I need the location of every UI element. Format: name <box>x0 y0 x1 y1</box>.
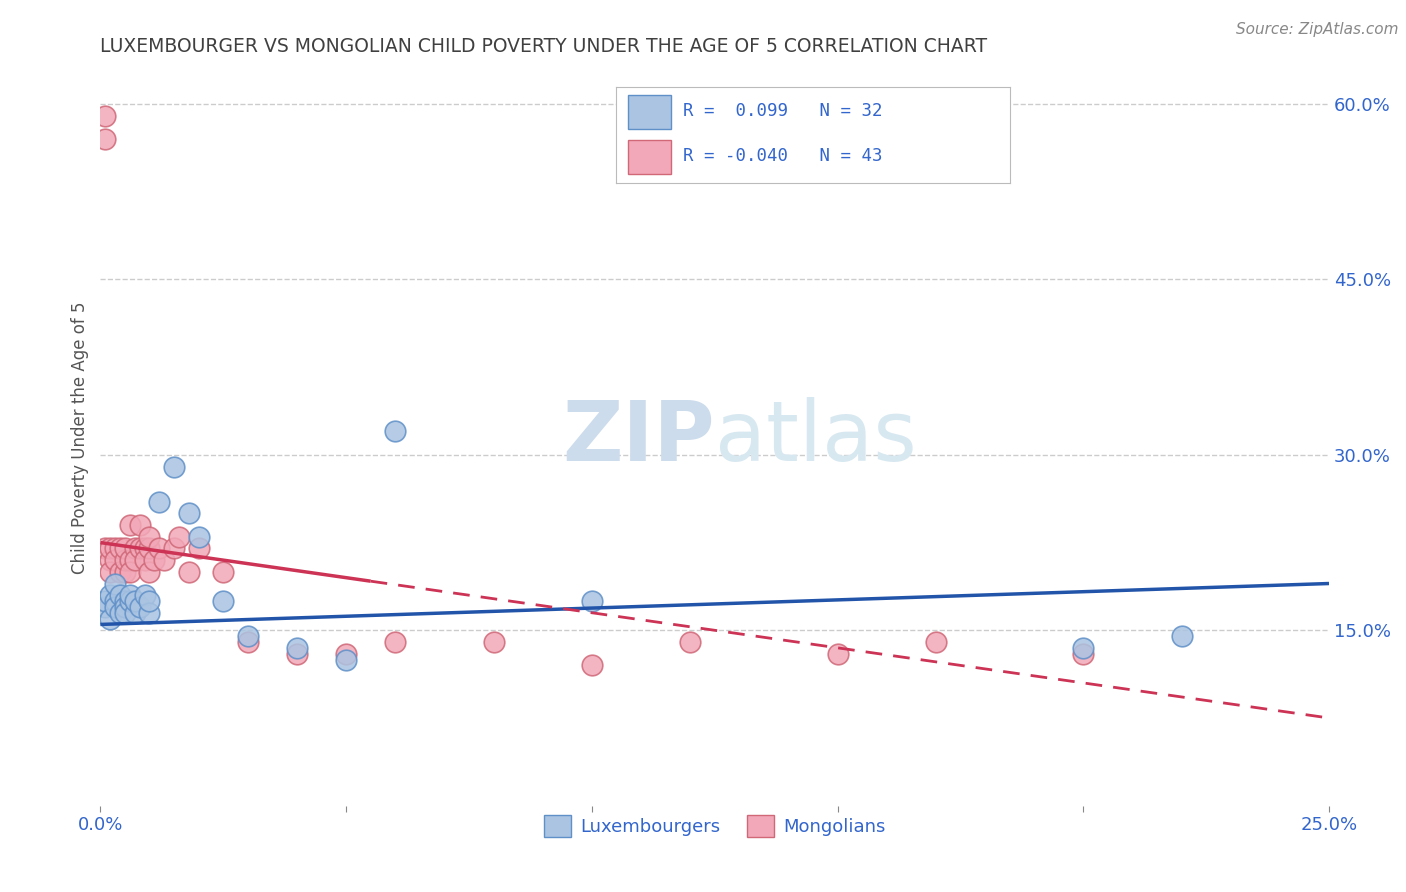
Point <box>104 599 127 614</box>
Point <box>1071 640 1094 655</box>
Point <box>118 588 141 602</box>
Text: ZIP: ZIP <box>562 397 714 478</box>
Text: LUXEMBOURGER VS MONGOLIAN CHILD POVERTY UNDER THE AGE OF 5 CORRELATION CHART: LUXEMBOURGER VS MONGOLIAN CHILD POVERTY … <box>100 37 987 56</box>
Point <box>98 588 121 602</box>
Point <box>128 541 150 556</box>
Point <box>104 576 127 591</box>
Point <box>1071 647 1094 661</box>
Point <box>124 541 146 556</box>
Point <box>335 647 357 661</box>
Point <box>384 635 406 649</box>
Point <box>679 635 702 649</box>
Point <box>212 565 235 579</box>
Point <box>128 599 150 614</box>
Point <box>827 647 849 661</box>
Text: atlas: atlas <box>714 397 917 478</box>
Point <box>104 553 127 567</box>
Point <box>138 594 160 608</box>
Point <box>138 606 160 620</box>
Point <box>187 541 209 556</box>
Point <box>134 588 156 602</box>
Point <box>98 611 121 625</box>
Point <box>177 507 200 521</box>
Point <box>134 541 156 556</box>
Point <box>114 594 136 608</box>
Point <box>138 565 160 579</box>
Point <box>94 541 117 556</box>
Point <box>187 530 209 544</box>
Point <box>581 594 603 608</box>
Point <box>94 599 117 614</box>
Point <box>108 606 131 620</box>
Point <box>128 518 150 533</box>
Point <box>114 541 136 556</box>
Point <box>118 518 141 533</box>
Y-axis label: Child Poverty Under the Age of 5: Child Poverty Under the Age of 5 <box>72 301 89 574</box>
Point <box>98 541 121 556</box>
Point <box>148 494 170 508</box>
Point <box>925 635 948 649</box>
Point <box>114 599 136 614</box>
Point <box>163 541 186 556</box>
Point <box>167 530 190 544</box>
Point <box>153 553 176 567</box>
Point <box>108 565 131 579</box>
Point <box>335 652 357 666</box>
Point <box>143 553 166 567</box>
Point <box>384 425 406 439</box>
Point <box>138 541 160 556</box>
Point <box>212 594 235 608</box>
Point <box>177 565 200 579</box>
Point <box>108 588 131 602</box>
Point <box>236 629 259 643</box>
Point <box>236 635 259 649</box>
Point <box>1170 629 1192 643</box>
Text: Source: ZipAtlas.com: Source: ZipAtlas.com <box>1236 22 1399 37</box>
Legend: Luxembourgers, Mongolians: Luxembourgers, Mongolians <box>537 808 893 845</box>
Point <box>285 640 308 655</box>
Point <box>114 553 136 567</box>
Point <box>118 594 141 608</box>
Point <box>581 658 603 673</box>
Point <box>94 594 117 608</box>
Point <box>163 459 186 474</box>
Point <box>482 635 505 649</box>
Point <box>285 647 308 661</box>
Point <box>114 606 136 620</box>
Point <box>124 553 146 567</box>
Point <box>98 553 121 567</box>
Point <box>134 553 156 567</box>
Point <box>118 553 141 567</box>
Point <box>94 132 117 146</box>
Point <box>124 606 146 620</box>
Point <box>114 565 136 579</box>
Point <box>104 594 127 608</box>
Point <box>108 541 131 556</box>
Point <box>98 565 121 579</box>
Point <box>94 109 117 123</box>
Point <box>138 530 160 544</box>
Point <box>124 594 146 608</box>
Point <box>148 541 170 556</box>
Point <box>104 541 127 556</box>
Point <box>118 565 141 579</box>
